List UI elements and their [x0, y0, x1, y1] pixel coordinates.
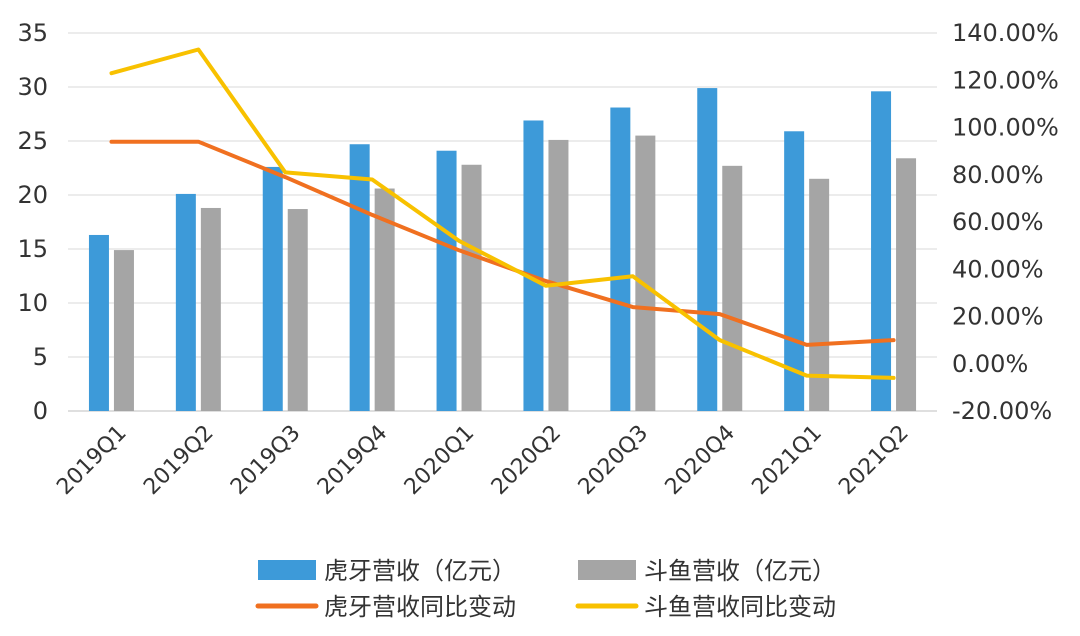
x-tick-label: 2021Q2	[834, 421, 913, 500]
line-series-1	[112, 50, 894, 378]
y-right-tick-label: 120.00%	[952, 66, 1059, 94]
y-axis-left: 0 5 10 15 20 25 30 35	[17, 19, 48, 425]
y-left-tick-label: 0	[33, 397, 48, 425]
bar-0-2019Q4	[350, 144, 370, 411]
y-left-tick-label: 15	[17, 235, 48, 263]
bar-1-2019Q2	[201, 208, 221, 411]
x-tick-label: 2020Q2	[487, 421, 566, 500]
y-right-tick-label: -20.00%	[952, 397, 1052, 425]
y-right-tick-label: 140.00%	[952, 19, 1059, 47]
x-tick-label: 2020Q1	[400, 421, 479, 500]
y-axis-right: -20.00% 0.00% 20.00% 40.00% 60.00% 80.00% 100.…	[952, 19, 1059, 425]
legend-label-2: 虎牙营收同比变动	[324, 593, 516, 621]
bar-0-2020Q2	[523, 120, 543, 411]
line-series-0	[112, 142, 894, 345]
y-left-tick-label: 35	[17, 19, 48, 47]
y-right-tick-label: 100.00%	[952, 114, 1059, 142]
y-right-tick-label: 80.00%	[952, 161, 1044, 189]
bar-0-2021Q2	[871, 91, 891, 411]
y-left-tick-label: 5	[33, 343, 48, 371]
bar-1-2019Q3	[288, 209, 308, 411]
bars	[89, 88, 916, 411]
legend-label-1: 斗鱼营收（亿元）	[644, 557, 836, 585]
bar-1-2020Q1	[462, 165, 482, 411]
x-tick-label: 2019Q2	[139, 421, 218, 500]
x-tick-label: 2020Q3	[574, 421, 653, 500]
lines	[111, 49, 893, 378]
bar-1-2021Q2	[896, 158, 916, 411]
y-left-tick-label: 30	[17, 73, 48, 101]
bar-0-2020Q3	[610, 108, 630, 411]
bar-0-2020Q4	[697, 88, 717, 411]
bar-0-2019Q2	[176, 194, 196, 411]
y-right-tick-label: 20.00%	[952, 303, 1044, 331]
legend-swatch-1	[578, 560, 636, 580]
legend-label-3: 斗鱼营收同比变动	[644, 593, 836, 621]
bar-0-2019Q3	[263, 167, 283, 411]
y-left-tick-label: 10	[17, 289, 48, 317]
y-right-tick-label: 0.00%	[952, 350, 1028, 378]
y-right-tick-label: 60.00%	[952, 208, 1044, 236]
x-tick-label: 2019Q3	[226, 421, 305, 500]
x-tick-label: 2020Q4	[661, 421, 740, 500]
bar-1-2020Q4	[722, 166, 742, 411]
legend-swatch-0	[258, 560, 316, 580]
y-left-tick-label: 20	[17, 181, 48, 209]
legend-label-0: 虎牙营收（亿元）	[324, 557, 516, 585]
x-tick-label: 2021Q1	[747, 421, 826, 500]
bar-0-2019Q1	[89, 235, 109, 411]
gridlines	[68, 33, 937, 411]
bar-1-2019Q1	[114, 250, 134, 411]
y-left-tick-label: 25	[17, 127, 48, 155]
x-tick-label: 2019Q1	[52, 421, 131, 500]
bar-0-2020Q1	[437, 151, 457, 411]
legend: 虎牙营收（亿元） 斗鱼营收（亿元） 虎牙营收同比变动 斗鱼营收同比变动	[258, 557, 836, 621]
bar-1-2020Q3	[635, 136, 655, 411]
bar-1-2020Q2	[548, 140, 568, 411]
y-right-tick-label: 40.00%	[952, 255, 1044, 283]
x-tick-label: 2019Q4	[313, 421, 392, 500]
